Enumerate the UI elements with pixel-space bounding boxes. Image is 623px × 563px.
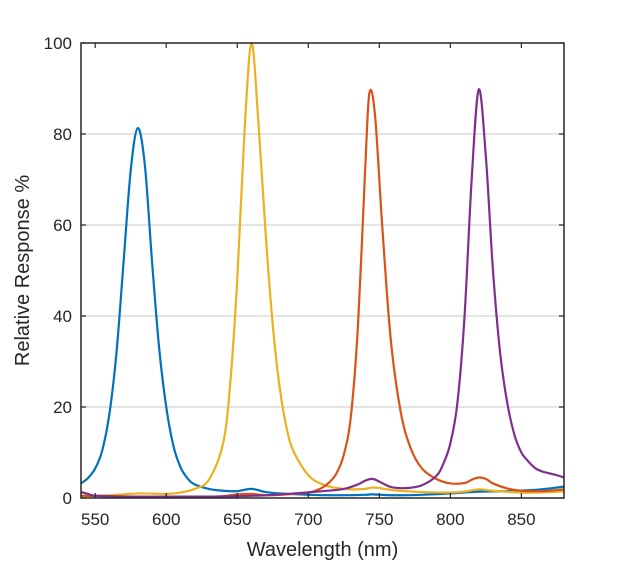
x-tick-label-850: 850 [507,510,535,529]
y-tick-label-60: 60 [53,216,72,235]
series-line-2 [81,41,564,498]
y-tick-label-0: 0 [63,489,72,508]
x-tick-label-600: 600 [152,510,180,529]
y-tick-label-100: 100 [44,34,72,53]
series-line-3 [81,88,564,498]
x-tick-label-750: 750 [365,510,393,529]
x-tick-label-550: 550 [81,510,109,529]
x-tick-label-650: 650 [223,510,251,529]
x-tick-label-800: 800 [436,510,464,529]
y-tick-label-20: 20 [53,398,72,417]
y-tick-labels: 0 20 40 60 80 100 [44,34,72,508]
x-axis-label: Wavelength (nm) [247,539,399,561]
y-tick-label-80: 80 [53,125,72,144]
series-line-4 [81,88,564,498]
x-tick-label-700: 700 [294,510,322,529]
plot-frame [80,42,565,499]
y-axis-label: Relative Response % [12,175,34,366]
series-group [81,41,564,498]
x-tick-labels: 550 600 650 700 750 800 850 [81,510,536,529]
y-tick-label-40: 40 [53,307,72,326]
tick-marks [81,42,564,499]
series-line-1 [81,126,564,497]
